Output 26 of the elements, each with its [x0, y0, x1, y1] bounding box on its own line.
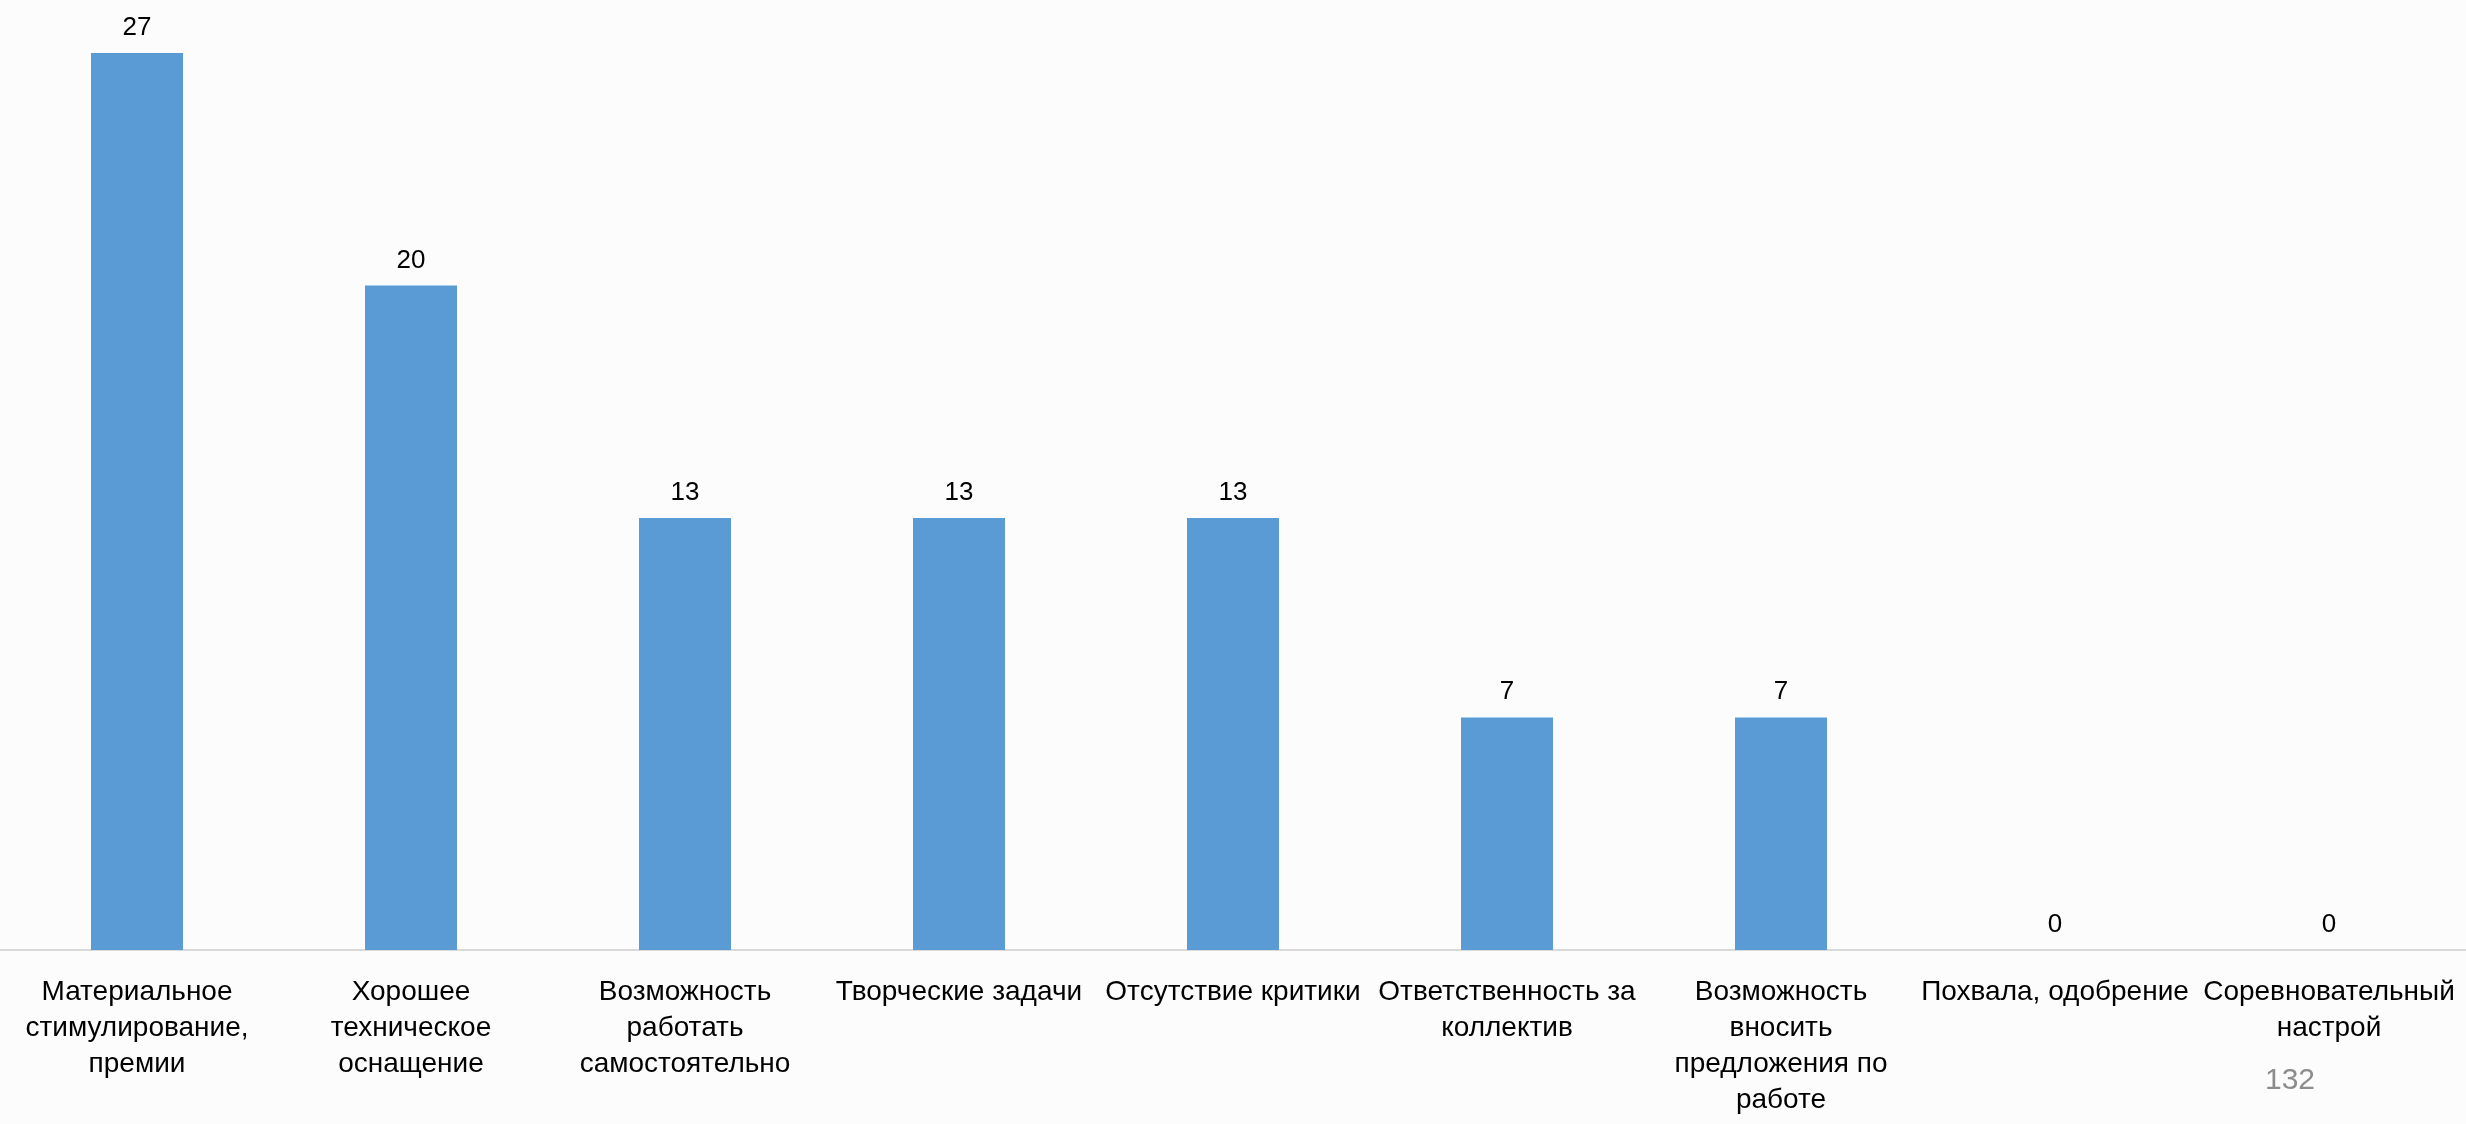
bar — [91, 53, 183, 950]
x-tick-label: Ответственность за коллектив — [1378, 974, 1637, 1042]
bar — [913, 518, 1005, 950]
data-label: 20 — [396, 243, 426, 274]
x-tick-label: Возможность работать самостоятельно — [579, 974, 791, 1078]
bar — [365, 285, 457, 950]
x-tick-label: Хорошее техническое оснащение — [330, 974, 492, 1078]
data-label: 0 — [2047, 908, 2063, 938]
x-tick-label: Возможность вносить предложения по работе — [1674, 974, 1888, 1114]
x-tick-label: Похвала, одобрение — [1921, 974, 2189, 1006]
data-label: 13 — [944, 476, 974, 507]
data-label: 7 — [1773, 675, 1789, 706]
bar — [639, 518, 731, 950]
x-tick-label: Отсутствие критики — [1105, 974, 1361, 1006]
data-label: 13 — [1218, 476, 1248, 507]
data-label: 27 — [122, 11, 152, 41]
x-tick-label: Творческие задачи — [835, 974, 1083, 1006]
x-tick-label: Материальное стимулирование, премии — [25, 974, 249, 1078]
data-label: 13 — [670, 476, 700, 507]
x-tick-label: Соревновательный настрой — [2203, 974, 2455, 1042]
bar — [1461, 717, 1553, 950]
bar — [1187, 518, 1279, 950]
text: 132 — [2265, 1062, 2316, 1096]
data-label: 0 — [2321, 908, 2337, 938]
data-label: 7 — [1499, 675, 1515, 706]
bar — [1735, 717, 1827, 950]
